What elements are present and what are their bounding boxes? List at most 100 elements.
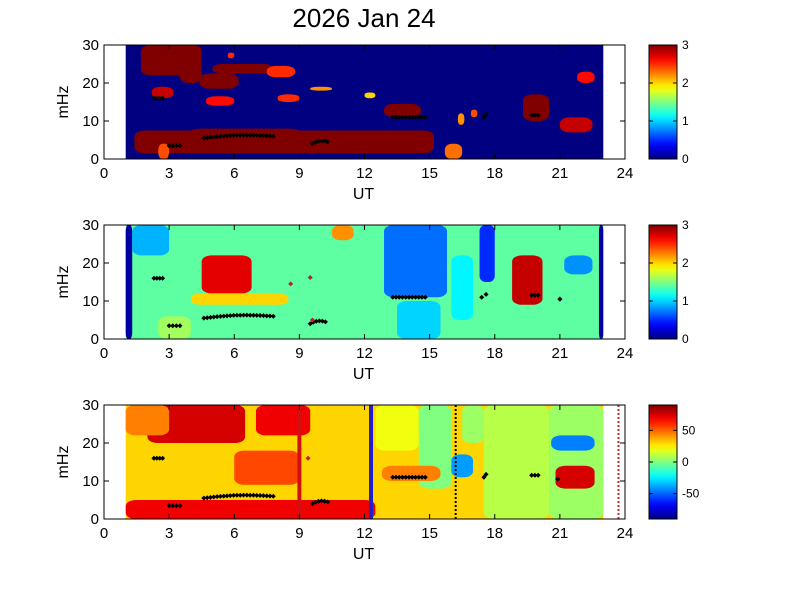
track-marker-2-9 xyxy=(231,132,237,138)
heatmap-region-6 xyxy=(375,405,419,451)
track-marker-2-5 xyxy=(217,313,223,319)
track-marker-2-4 xyxy=(214,494,220,500)
x-tick-label: 12 xyxy=(356,525,373,542)
track-marker-3-5 xyxy=(325,139,331,145)
track-marker-2-3 xyxy=(211,494,217,500)
x-tick-label: 9 xyxy=(295,165,303,182)
track-marker-4-8 xyxy=(416,474,422,480)
track-marker-2-1 xyxy=(204,495,210,501)
y-axis-label: mHz xyxy=(55,86,72,119)
track-marker-2-7 xyxy=(224,313,230,319)
track-marker-4-2 xyxy=(396,294,402,300)
track-marker-2-9 xyxy=(231,312,237,318)
track-marker-1-0 xyxy=(166,503,172,509)
heatmap-region-6 xyxy=(199,73,239,89)
colorbar-tick-label: 2 xyxy=(682,256,689,270)
track-marker-4-3 xyxy=(399,114,405,120)
track-marker-4-1 xyxy=(393,474,399,480)
colorbar-tick-label: 1 xyxy=(682,294,689,308)
track-marker-4-10 xyxy=(422,474,428,480)
track-marker-7-2 xyxy=(535,292,541,298)
heatmap-region-1 xyxy=(147,405,246,443)
heatmap-region-10 xyxy=(483,405,550,519)
track-marker-6-1 xyxy=(154,95,160,101)
track-marker-2-18 xyxy=(260,493,266,499)
heatmap-region-7 xyxy=(151,86,174,99)
track-marker-2-2 xyxy=(207,314,213,320)
track-marker-6-2 xyxy=(157,455,163,461)
track-marker-4-0 xyxy=(390,474,396,480)
heatmap-region-5 xyxy=(266,65,296,78)
track-marker-4-0 xyxy=(390,294,396,300)
heatmap-region-9 xyxy=(277,94,300,102)
x-axis-label: UT xyxy=(353,186,375,203)
track-marker-2-12 xyxy=(241,492,247,498)
track-marker-3-5 xyxy=(325,499,331,505)
track-marker-2-4 xyxy=(214,134,220,140)
x-tick-label: 21 xyxy=(552,165,569,182)
track-marker-7-1 xyxy=(532,292,538,298)
track-marker-4-10 xyxy=(422,114,428,120)
x-tick-label: 6 xyxy=(230,165,238,182)
track-marker-1-1 xyxy=(170,143,176,149)
track-marker-2-14 xyxy=(247,132,253,138)
heatmap-region-11 xyxy=(549,405,604,519)
track-marker-2-20 xyxy=(267,493,273,499)
heatmap-region-10 xyxy=(310,86,332,91)
y-tick-label: 20 xyxy=(82,75,99,92)
colorbar-tick-label: 1 xyxy=(682,114,689,128)
track-marker-2-18 xyxy=(260,313,266,319)
track-marker-6-3 xyxy=(160,455,166,461)
track-marker-2-0 xyxy=(201,135,207,141)
y-tick-label: 0 xyxy=(91,511,99,528)
y-axis-label: mHz xyxy=(55,446,72,479)
track-marker-2-6 xyxy=(221,493,227,499)
track-marker-2-13 xyxy=(244,312,250,318)
track-marker-1-0 xyxy=(166,323,172,329)
track-marker-2-14 xyxy=(247,312,253,318)
x-axis-label: UT xyxy=(353,546,375,563)
track-marker-4-8 xyxy=(416,114,422,120)
x-tick-label: 6 xyxy=(230,345,238,362)
data-layer xyxy=(125,405,604,519)
track-marker-5-1 xyxy=(483,291,489,297)
track-marker-5-1 xyxy=(483,471,489,477)
track-marker-6-0 xyxy=(151,455,157,461)
track-marker-2-20 xyxy=(267,313,273,319)
track-marker-5-0 xyxy=(481,114,487,120)
track-marker-1-1 xyxy=(170,323,176,329)
track-marker-4-7 xyxy=(413,474,419,480)
heatmap-region-3 xyxy=(132,225,170,256)
heatmap-region-18 xyxy=(522,94,550,121)
x-tick-label: 15 xyxy=(421,345,438,362)
colorbar-tick-label: 3 xyxy=(682,38,689,52)
track-marker-4-4 xyxy=(403,114,409,120)
heatmap-region-11 xyxy=(364,92,376,99)
track-marker-2-11 xyxy=(237,312,243,318)
heatmap-region-8 xyxy=(206,96,235,106)
track-marker-4-9 xyxy=(419,474,425,480)
heatmap-region-6 xyxy=(331,225,354,241)
track-marker-4-9 xyxy=(419,294,425,300)
track-marker-2-3 xyxy=(211,134,217,140)
heatmap-region-7 xyxy=(384,225,447,298)
heatmap-region-8 xyxy=(451,454,474,478)
red-marker-2 xyxy=(307,274,313,280)
red-marker-3 xyxy=(309,317,315,323)
track-marker-2-17 xyxy=(257,132,263,138)
x-tick-label: 9 xyxy=(295,345,303,362)
colorbar xyxy=(648,44,678,160)
track-marker-2-10 xyxy=(234,132,240,138)
heatmap-region-3 xyxy=(125,405,170,436)
track-marker-2-0 xyxy=(201,495,207,501)
track-marker-7-2 xyxy=(535,112,541,118)
heatmap-region-12 xyxy=(384,103,421,118)
track-marker-5-0 xyxy=(479,294,485,300)
track-marker-2-10 xyxy=(234,492,240,498)
heatmap-region-4 xyxy=(227,52,235,59)
track-marker-4-5 xyxy=(406,474,412,480)
track-marker-2-13 xyxy=(244,132,250,138)
track-marker-4-6 xyxy=(409,474,415,480)
track-marker-2-11 xyxy=(237,492,243,498)
